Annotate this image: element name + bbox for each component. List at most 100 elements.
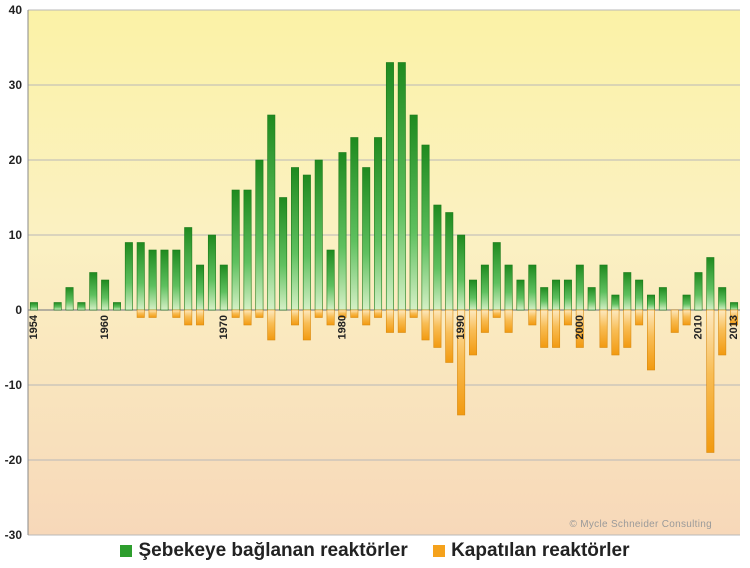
bar-shutdown: [445, 309, 454, 363]
bar-connected: [101, 279, 110, 311]
bar-shutdown: [552, 309, 561, 348]
bar-connected: [243, 189, 252, 311]
bar-shutdown: [492, 309, 501, 318]
bar-shutdown: [706, 309, 715, 453]
bar-shutdown: [243, 309, 252, 326]
y-tick-label: 30: [9, 78, 23, 92]
x-axis: 1954 1960 1970 1980 1990 2000 2010 2013: [28, 314, 740, 339]
bars: [29, 62, 739, 453]
bar-connected: [445, 212, 454, 311]
legend-swatch-shutdown: [433, 545, 446, 557]
x-tick-label: 2000: [574, 315, 586, 339]
bar-shutdown: [670, 309, 679, 333]
bar-shutdown: [314, 309, 323, 318]
bar-shutdown: [647, 309, 655, 371]
y-tick-label: 10: [9, 228, 23, 242]
bar-shutdown: [528, 309, 537, 326]
x-tick-label: 1954: [28, 314, 40, 339]
y-tick-label: -30: [5, 528, 23, 540]
bar-connected: [124, 242, 133, 311]
y-axis: -30 -20 -10 0 10 20 30 40: [5, 3, 29, 540]
legend-label-shutdown: Kapatılan reaktörler: [451, 540, 630, 561]
bar-shutdown: [469, 309, 477, 356]
bar-shutdown: [563, 309, 572, 326]
bar-connected: [65, 287, 74, 311]
x-tick-label: 2010: [692, 315, 704, 339]
bar-connected: [362, 167, 371, 311]
bar-connected: [77, 302, 86, 311]
bar-shutdown: [623, 309, 632, 348]
bar-shutdown: [540, 309, 549, 348]
bar-shutdown: [302, 309, 311, 341]
bar-connected: [552, 279, 561, 311]
bar-connected: [421, 144, 430, 311]
legend-item-connected: Şebekeye bağlanan reaktörler: [120, 540, 408, 562]
plot-area: [28, 10, 740, 535]
bar-connected: [694, 272, 703, 311]
bar-connected: [53, 302, 62, 311]
bar-connected: [255, 159, 264, 311]
bar-shutdown: [184, 309, 193, 326]
bar-connected: [575, 264, 584, 311]
bar-shutdown: [374, 309, 383, 318]
bar-shutdown: [362, 309, 371, 326]
nuclear-reactor-chart: -30 -20 -10 0 10 20 30 40 1954 1960 1970 1980 1990 2…: [5, 3, 740, 540]
bar-shutdown: [172, 309, 181, 318]
bar-connected: [89, 272, 98, 311]
bar-connected: [231, 189, 240, 311]
y-tick-label: 0: [15, 303, 22, 317]
bar-connected: [302, 174, 311, 311]
bar-shutdown: [409, 309, 418, 318]
bar-connected: [314, 159, 323, 311]
bar-connected: [113, 302, 121, 311]
bar-shutdown: [267, 309, 276, 341]
bar-connected: [397, 62, 406, 311]
x-tick-label: 1970: [218, 315, 230, 339]
bar-connected: [492, 242, 501, 311]
bar-connected: [148, 249, 157, 311]
bar-connected: [599, 264, 608, 311]
bar-connected: [409, 114, 418, 311]
gridlines: [28, 9, 740, 536]
bar-connected: [184, 227, 193, 311]
y-tick-label: -20: [5, 453, 23, 467]
y-tick-label: -10: [5, 378, 23, 392]
bar-connected: [563, 279, 572, 311]
bar-connected: [706, 257, 715, 311]
x-tick-label: 1980: [336, 315, 348, 339]
x-tick-label: 2013: [728, 315, 740, 339]
bar-connected: [338, 152, 347, 311]
bar-connected: [433, 204, 442, 311]
bar-shutdown: [611, 309, 620, 356]
bar-connected: [528, 264, 537, 311]
bar-shutdown: [504, 309, 513, 333]
bar-connected: [587, 287, 596, 311]
copyright-text: © Mycle Schneider Consulting: [570, 519, 713, 530]
bar-connected: [611, 294, 620, 311]
bar-connected: [469, 279, 477, 311]
legend-label-connected: Şebekeye bağlanan reaktörler: [138, 540, 408, 561]
bar-connected: [730, 302, 739, 311]
bar-shutdown: [718, 309, 727, 356]
bar-shutdown: [457, 309, 466, 416]
bar-connected: [326, 249, 335, 311]
bar-connected: [172, 249, 181, 311]
bar-connected: [136, 242, 145, 311]
bar-shutdown: [350, 309, 359, 318]
bar-connected: [207, 234, 216, 311]
bar-connected: [160, 249, 169, 311]
bar-shutdown: [326, 309, 335, 326]
bar-shutdown: [480, 309, 489, 333]
bar-connected: [291, 167, 299, 311]
bar-connected: [658, 287, 667, 311]
x-tick-label: 1960: [99, 315, 111, 339]
bar-connected: [718, 287, 727, 311]
bar-connected: [279, 197, 288, 311]
legend: Şebekeye bağlanan reaktörler Kapatılan r…: [0, 540, 750, 563]
bar-shutdown: [385, 309, 394, 333]
bar-connected: [480, 264, 489, 311]
bar-shutdown: [682, 309, 691, 326]
bar-connected: [682, 294, 691, 311]
bar-shutdown: [255, 309, 264, 318]
bar-connected: [385, 62, 394, 311]
